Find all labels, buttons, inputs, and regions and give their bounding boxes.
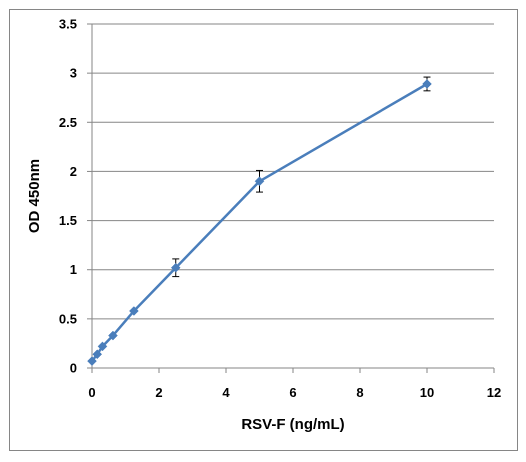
x-tick-label: 12 [487, 385, 501, 400]
x-tick-label: 2 [155, 385, 162, 400]
data-point-marker [97, 341, 108, 352]
y-tick-label: 0.5 [59, 311, 77, 326]
y-tick-label: 2 [70, 164, 77, 179]
y-tick-label: 3 [70, 66, 77, 81]
y-axis-title: OD 450nm [26, 159, 43, 233]
data-point-marker [254, 176, 265, 187]
tick-labels: 0 0.5 1 1.5 2 2.5 3 3.5 0 2 4 6 8 10 12 [59, 17, 501, 401]
gridlines [92, 23, 494, 320]
y-tick-label: 3.5 [59, 17, 77, 32]
data-point-marker [170, 262, 181, 273]
y-tick-label: 1.5 [59, 213, 77, 228]
data-point-marker [108, 330, 118, 341]
data-point-marker [129, 306, 139, 316]
y-tick-label: 0 [70, 361, 77, 376]
series-layer [87, 76, 432, 366]
x-tick-label: 10 [420, 385, 434, 400]
y-tick-label: 2.5 [59, 115, 77, 130]
x-tick-label: 0 [88, 385, 95, 400]
x-tick-label: 4 [222, 385, 230, 400]
x-tick-label: 8 [356, 385, 363, 400]
x-axis-title: RSV-F (ng/mL) [241, 416, 344, 433]
y-tick-label: 1 [70, 262, 77, 277]
data-point-marker [87, 356, 97, 366]
data-point-marker [92, 349, 103, 360]
data-point-marker [422, 79, 432, 89]
series-0 [87, 76, 432, 366]
x-tick-label: 6 [289, 385, 296, 400]
chart-border [9, 9, 518, 451]
